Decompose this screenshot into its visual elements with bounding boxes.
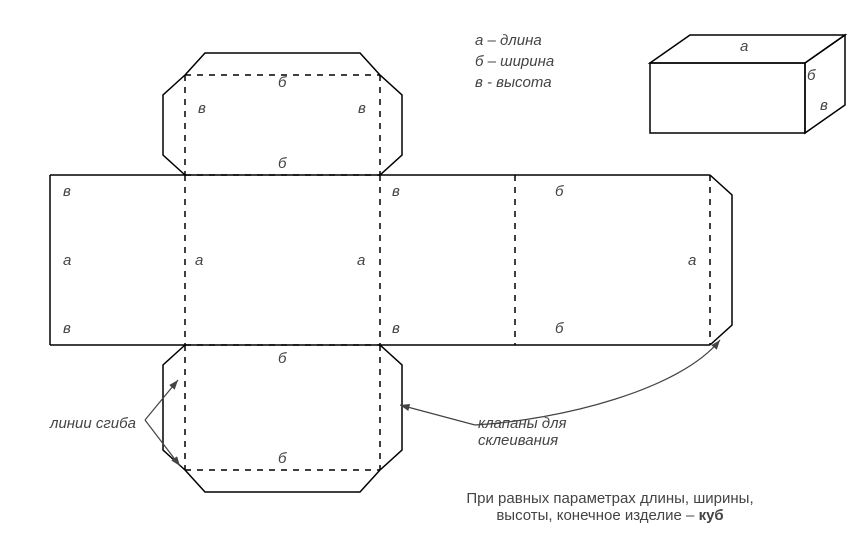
annotation-fold-lines: линии сгиба	[50, 415, 136, 432]
glue-tab-right	[710, 175, 732, 345]
p1-c-bot: в	[63, 320, 71, 337]
p2-a-left: а	[195, 252, 203, 269]
legend-a: а – длина	[475, 30, 554, 51]
legend: а – длина б – ширина в - высота	[475, 30, 554, 93]
bottom-line2: высоты, конечное изделие –	[496, 507, 698, 524]
diagram-canvas	[0, 0, 850, 555]
net-main-row	[50, 175, 710, 345]
bottom-line1: При равных параметрах длины, ширины,	[466, 490, 753, 507]
cube3d-label-a: а	[740, 38, 748, 55]
p1-a-mid: а	[63, 252, 71, 269]
cube3d-label-c: в	[820, 97, 828, 114]
p4-a-right: а	[688, 252, 696, 269]
bottom-bold: куб	[699, 507, 724, 524]
topflap-b-bottom: б	[278, 155, 286, 172]
bottom-text: При равных параметрах длины, ширины, выс…	[400, 490, 820, 524]
p1-c-top: в	[63, 183, 71, 200]
p3-c-bot: в	[392, 320, 400, 337]
arrow-glue-tabs	[400, 340, 720, 425]
legend-b: б – ширина	[475, 51, 554, 72]
cube3d-label-b: б	[807, 67, 815, 84]
bottom-flap	[163, 345, 402, 492]
p4-b-top: б	[555, 183, 563, 200]
p2-a-right: а	[357, 252, 365, 269]
annotation-glue-tabs: клапаны для склеивания	[478, 415, 598, 449]
legend-c: в - высота	[475, 72, 554, 93]
p3-c-top: в	[392, 183, 400, 200]
topflap-c-right: в	[358, 100, 366, 117]
topflap-b-top: б	[278, 74, 286, 91]
botflap-b-bot: б	[278, 450, 286, 467]
p4-b-bot: б	[555, 320, 563, 337]
topflap-c-left: в	[198, 100, 206, 117]
botflap-b-top: б	[278, 350, 286, 367]
